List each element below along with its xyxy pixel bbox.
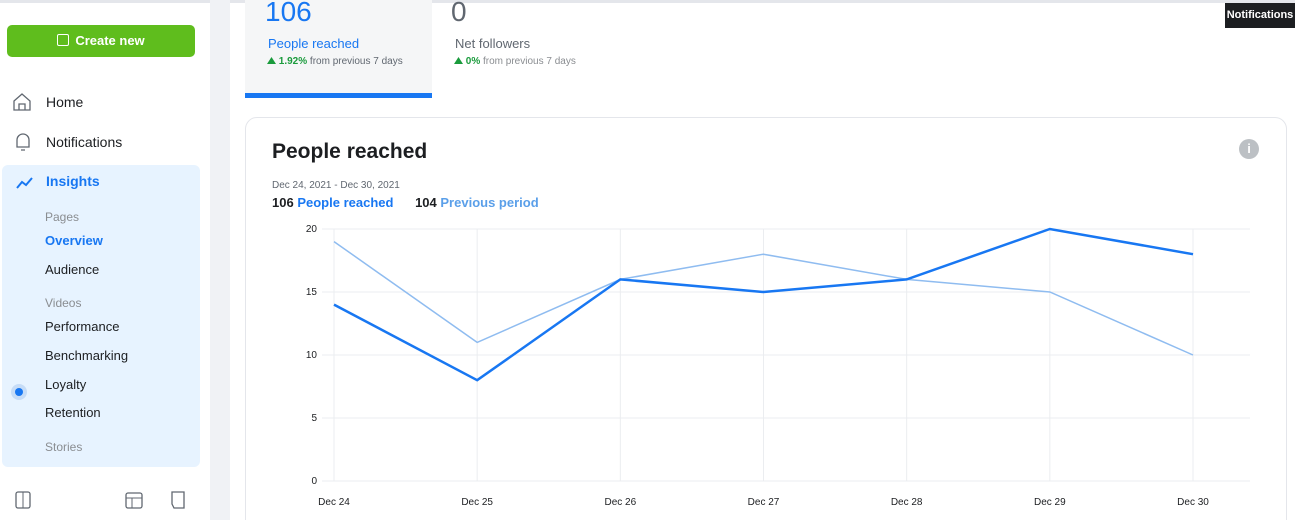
sidebar-gutter <box>210 0 230 520</box>
y-tick-label: 15 <box>306 287 318 298</box>
create-button-label: Create new <box>75 33 145 48</box>
metric-value: 106 <box>265 0 312 27</box>
nav-item[interactable]: Notifications <box>46 134 123 150</box>
chart: 0 5 10 15 20 Dec 24 Dec 25 Dec 26 Dec 27 Dec 28 De… <box>306 224 1250 508</box>
legend-total: 104 <box>415 195 437 210</box>
y-tick-label: 5 <box>311 413 317 424</box>
metric-change: 1.92% from previous 7 days <box>267 56 403 67</box>
x-tick-label: Dec 24 <box>318 497 350 508</box>
metric-value: 0 <box>451 0 467 27</box>
sub-item[interactable]: Overview <box>45 233 103 248</box>
top-shadow <box>0 0 1295 3</box>
change-value: 1.92% <box>278 56 308 67</box>
group-heading: Videos <box>45 296 82 310</box>
x-tick-label: Dec 27 <box>748 497 780 508</box>
sub-item[interactable]: Performance <box>45 319 120 334</box>
x-tick-label: Dec 28 <box>891 497 923 508</box>
insights-panel: Insights Pages Overview Audience Videos … <box>2 165 200 467</box>
info-icon[interactable]: i <box>1239 139 1259 159</box>
legend-total: 106 <box>272 195 294 210</box>
series-line <box>333 240 1194 356</box>
nav-icons <box>13 93 31 151</box>
metric-change: 0% from previous 7 days <box>454 56 576 67</box>
x-tick-label: Dec 26 <box>604 497 636 508</box>
chart-card <box>245 117 1287 520</box>
y-tick-label: 10 <box>306 350 318 361</box>
change-text: from previous 7 days <box>483 56 576 67</box>
sub-item[interactable]: Loyalty <box>45 377 87 392</box>
insights-title[interactable]: Insights <box>46 173 100 189</box>
group-heading: Pages <box>45 210 80 224</box>
legend: 106 People reached 104 Previous period <box>272 195 539 210</box>
change-text: from previous 7 days <box>309 56 403 67</box>
nav-item[interactable]: Home <box>46 94 84 110</box>
chart-title: People reached <box>272 140 428 163</box>
metric-label: Net followers <box>455 36 531 51</box>
create-button[interactable]: Create new <box>7 25 195 57</box>
x-tick-label: Dec 29 <box>1034 497 1066 508</box>
y-tick-label: 0 <box>311 476 317 487</box>
series-line <box>333 227 1194 382</box>
legend-entry: Previous period <box>440 195 539 210</box>
chart-subtitle: Dec 24, 2021 - Dec 30, 2021 <box>272 180 400 191</box>
sub-item[interactable]: Benchmarking <box>45 348 129 363</box>
change-value: 0% <box>465 56 481 67</box>
radio-dot <box>11 384 27 400</box>
sub-item[interactable]: Retention <box>45 405 101 420</box>
insights-icon <box>16 177 33 189</box>
y-tick-label: 20 <box>306 224 318 235</box>
legend-entry: People reached <box>297 195 394 210</box>
x-tick-label: Dec 30 <box>1177 497 1209 508</box>
tab-selected[interactable] <box>245 0 432 98</box>
tooltip: Notifications <box>1225 3 1295 28</box>
group-heading: Stories <box>45 440 83 454</box>
metric-label: People reached <box>268 36 360 51</box>
bottom-icons <box>15 491 185 509</box>
sub-item[interactable]: Audience <box>45 262 100 277</box>
x-tick-label: Dec 25 <box>461 497 493 508</box>
